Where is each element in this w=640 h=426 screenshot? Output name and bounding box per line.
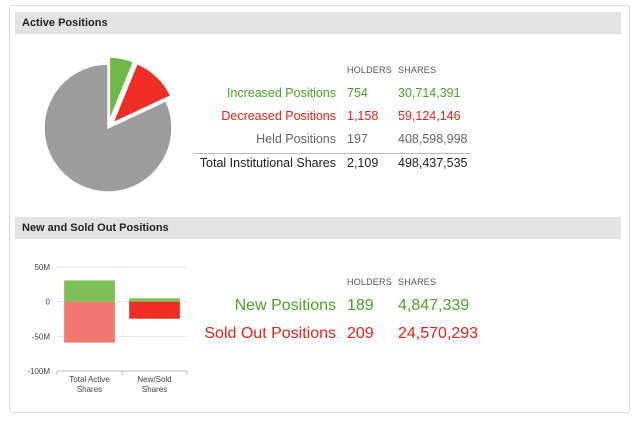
total-institutional-shares: 498,437,535 [398, 156, 468, 170]
new-sold-positions-header: New and Sold Out Positions [15, 217, 621, 239]
new-positions-holders: 189 [347, 297, 374, 314]
sold-out-positions-label: Sold Out Positions [204, 325, 336, 342]
increased-positions-label: Increased Positions [226, 86, 336, 100]
held-positions-label: Held Positions [256, 132, 336, 146]
bar-total-active-shares-positive [64, 280, 115, 302]
decreased-positions-label: Decreased Positions [221, 109, 336, 123]
holders-column-header-2: HOLDERS [347, 277, 392, 287]
total-institutional-holders: 2,109 [347, 156, 379, 170]
x-category-label: Shares [142, 385, 167, 394]
x-category-label: Total Active [69, 375, 110, 384]
sold-out-positions-holders: 209 [347, 325, 374, 342]
shares-column-header: SHARES [398, 65, 437, 75]
active-positions-pie-chart [43, 56, 173, 193]
sold-out-positions-shares: 24,570,293 [398, 325, 479, 342]
pie-slice-increased-positions [108, 56, 135, 122]
holders-column-header: HOLDERS [347, 65, 392, 75]
bar-new-sold-shares-negative [129, 301, 180, 319]
x-category-label: Shares [77, 385, 102, 394]
total-divider [194, 153, 470, 154]
pie-slice-decreased-positions [111, 62, 172, 125]
active-positions-header: Active Positions [15, 12, 621, 34]
bar-total-active-shares-negative [64, 301, 115, 343]
increased-positions-holders: 754 [347, 86, 368, 100]
held-positions-shares: 408,598,998 [398, 132, 468, 146]
x-category-label: New/Sold [137, 375, 171, 384]
y-tick-label: 0 [46, 298, 51, 307]
bar-new-sold-shares-positive [129, 298, 180, 302]
decreased-positions-shares: 59,124,146 [398, 109, 461, 123]
y-tick-label: -100M [27, 367, 50, 376]
shares-column-header-2: SHARES [398, 277, 437, 287]
y-tick-label: 50M [34, 263, 50, 272]
held-positions-holders: 197 [347, 132, 368, 146]
new-positions-label: New Positions [234, 297, 336, 314]
total-institutional-label: Total Institutional Shares [199, 156, 336, 170]
pie-slice-held-positions [43, 63, 173, 193]
new-positions-shares: 4,847,339 [398, 297, 470, 314]
increased-positions-shares: 30,714,391 [398, 86, 461, 100]
y-tick-label: -50M [32, 332, 51, 341]
decreased-positions-holders: 1,158 [347, 109, 379, 123]
